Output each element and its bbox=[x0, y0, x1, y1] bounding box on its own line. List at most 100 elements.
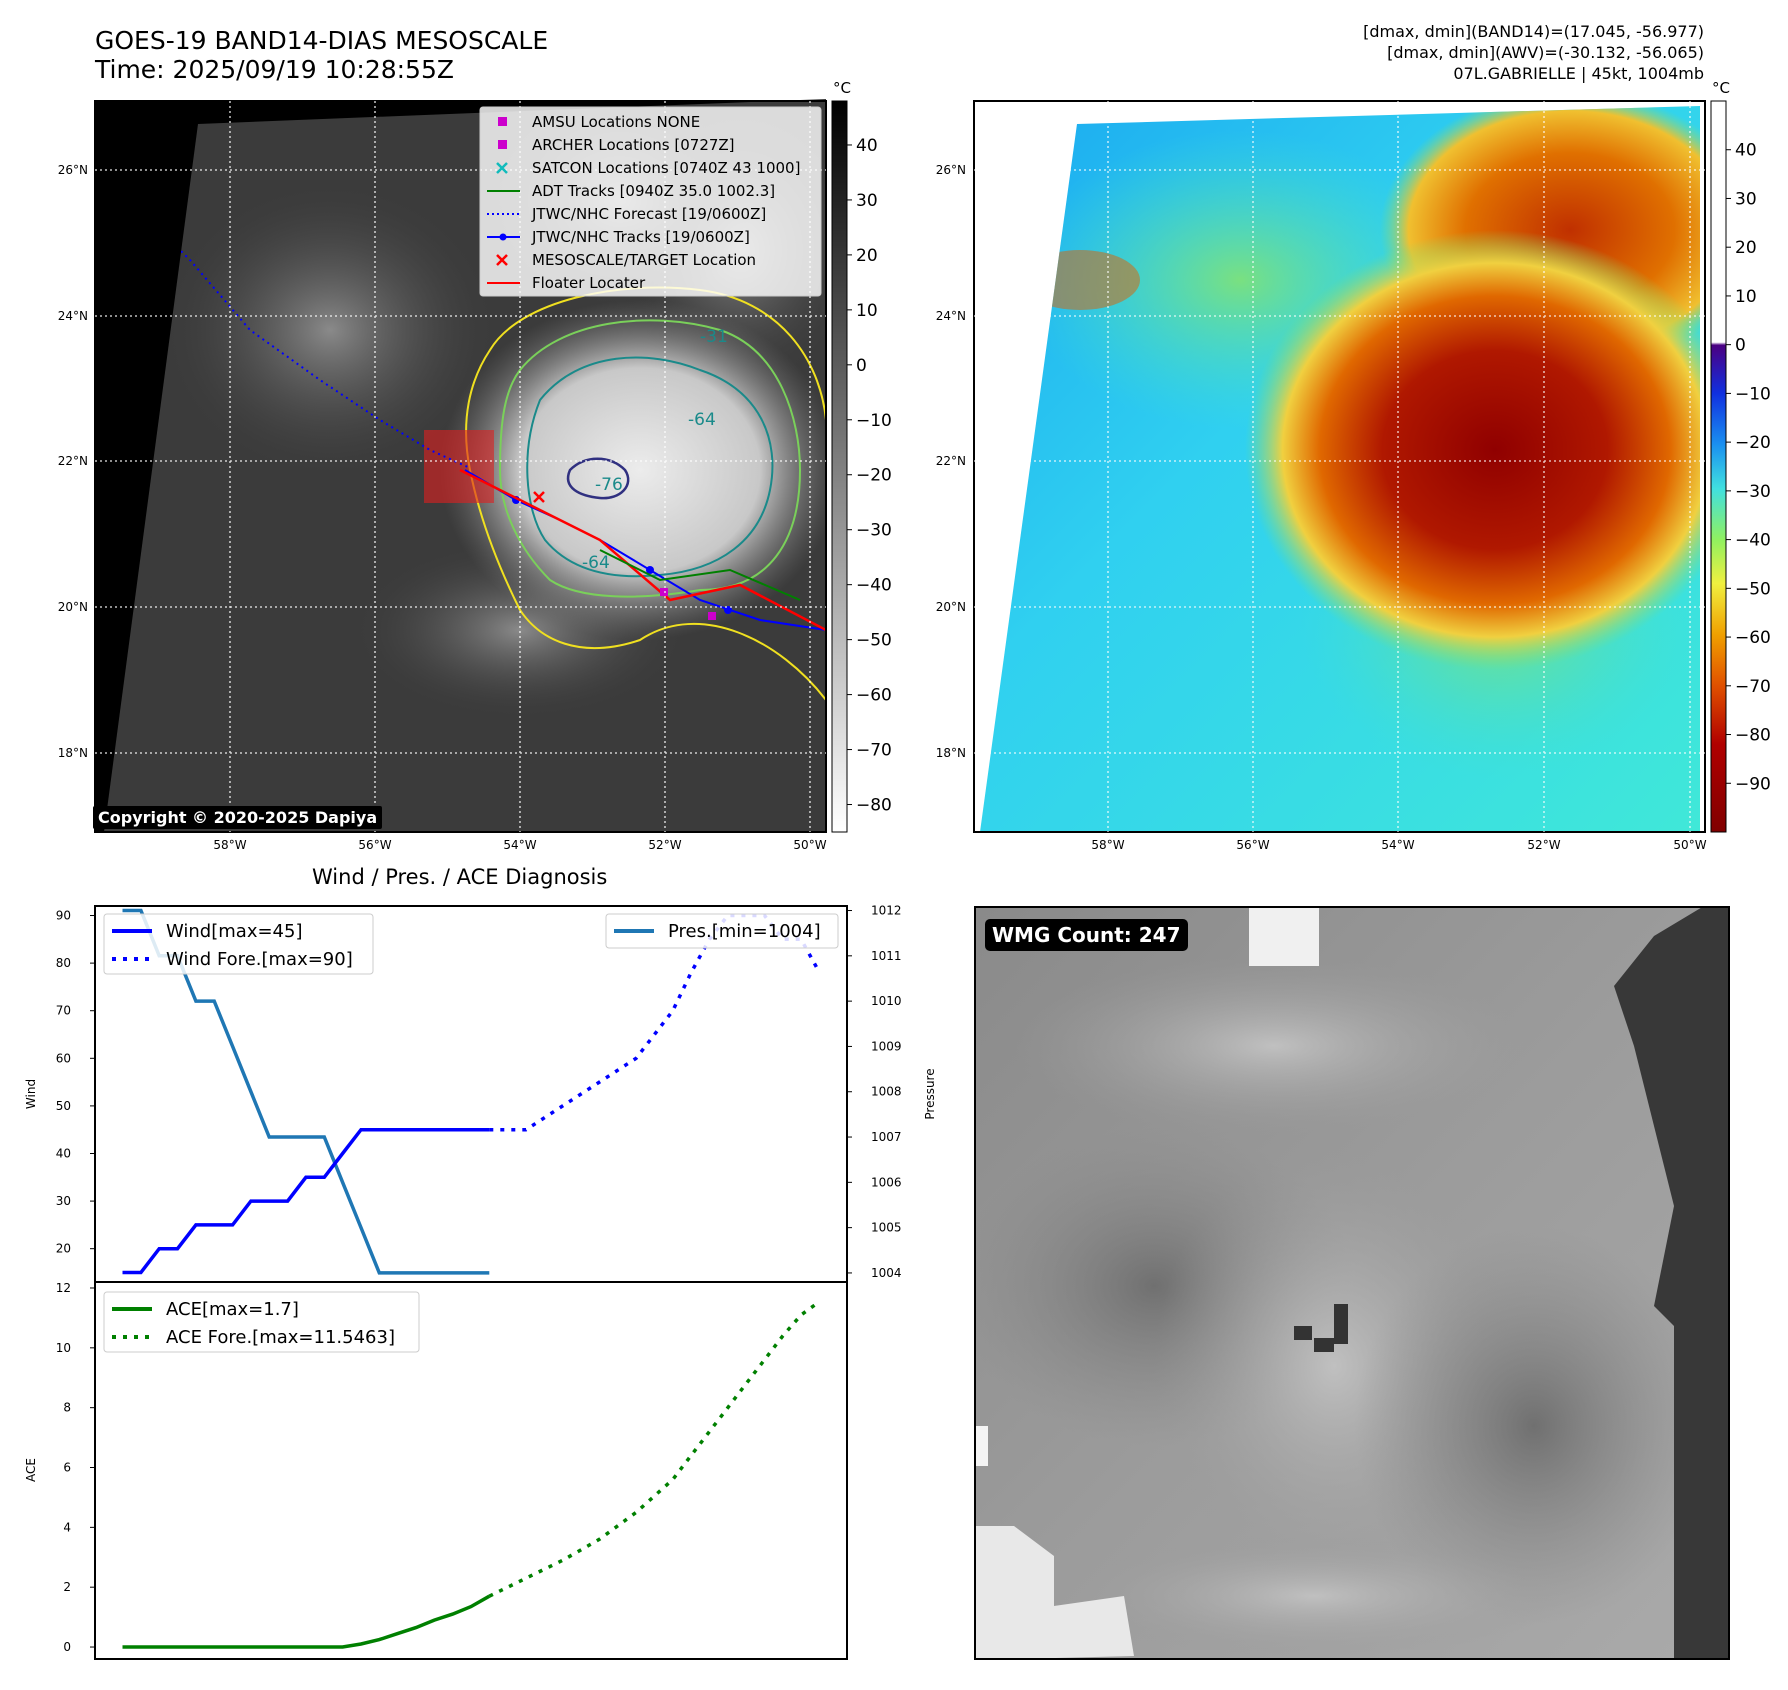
ace-tick-label: 12 bbox=[56, 1281, 71, 1295]
wind-tick-label: 80 bbox=[56, 956, 71, 970]
ir-colorbar-tick-label: 0 bbox=[856, 356, 867, 376]
legend-label: AMSU Locations NONE bbox=[532, 113, 700, 131]
pressure-tick-label: 1007 bbox=[871, 1130, 902, 1144]
awv-colorbar-tick-label: 30 bbox=[1735, 189, 1757, 209]
legend-marker bbox=[496, 162, 508, 174]
ir-colorbar-tick-label: 20 bbox=[856, 246, 878, 266]
ir-colorbar-tick-label: 10 bbox=[856, 301, 878, 321]
awv-lon-label: 58°W bbox=[1091, 838, 1124, 852]
pressure-tick-label: 1010 bbox=[871, 994, 902, 1008]
awv-lat-label: 22°N bbox=[936, 454, 966, 468]
ir-colorbar-tick-label: −30 bbox=[856, 521, 892, 541]
awv-lat-label: 26°N bbox=[936, 163, 966, 177]
contour-label: -76 bbox=[595, 475, 623, 495]
pressure-tick-label: 1006 bbox=[871, 1175, 902, 1189]
pressure-tick-label: 1011 bbox=[871, 949, 902, 963]
contour-inner bbox=[566, 457, 630, 500]
awv-colorbar-tick-label: −40 bbox=[1735, 531, 1771, 551]
awv-lon-label: 52°W bbox=[1527, 838, 1560, 852]
legend-ace: ACE[max=1.7] bbox=[166, 1299, 299, 1320]
contour-label: -64 bbox=[688, 410, 716, 430]
wind-tick-label: 30 bbox=[56, 1194, 71, 1208]
contour-label: -64 bbox=[582, 553, 610, 573]
legend-label: JTWC/NHC Forecast [19/0600Z] bbox=[531, 205, 766, 223]
ir-lat-label: 26°N bbox=[58, 163, 88, 177]
awv-colorbar-tick-label: −60 bbox=[1735, 628, 1771, 648]
ir-colorbar-tick-label: −40 bbox=[856, 576, 892, 596]
wind-tick-label: 60 bbox=[56, 1051, 71, 1065]
awv-colorbar-tick-label: −90 bbox=[1735, 774, 1771, 794]
awv-colorbar-tick-label: 40 bbox=[1735, 141, 1757, 161]
ir-colorbar-tick-label: −70 bbox=[856, 741, 892, 761]
figure-title: GOES-19 BAND14-DIAS MESOSCALE bbox=[95, 26, 549, 55]
ir-lat-label: 20°N bbox=[58, 600, 88, 614]
contour-teal bbox=[526, 356, 774, 578]
awv-colorbar-tick-label: 10 bbox=[1735, 287, 1757, 307]
ir-lat-label: 24°N bbox=[58, 309, 88, 323]
ir-lat-label: 18°N bbox=[58, 746, 88, 760]
copyright-badge: Copyright © 2020-2025 Dapiya bbox=[93, 806, 383, 829]
awv-lat-label: 18°N bbox=[936, 746, 966, 760]
pressure-tick-label: 1012 bbox=[871, 904, 902, 918]
ir-colorbar-tick-label: −60 bbox=[856, 686, 892, 706]
ir-colorbar-tick-label: 30 bbox=[856, 191, 878, 211]
legend-label: ARCHER Locations [0727Z] bbox=[532, 136, 735, 154]
awv-colorbar-tick-label: −50 bbox=[1735, 579, 1771, 599]
legend-marker bbox=[498, 140, 507, 149]
ace-series-line bbox=[122, 1594, 491, 1649]
legend-label: SATCON Locations [0740Z 43 1000] bbox=[532, 159, 800, 177]
ace-forecast-series-line bbox=[488, 1300, 821, 1598]
figure-time: Time: 2025/09/19 10:28:55Z bbox=[95, 55, 454, 84]
info-awv-range: [dmax, dmin](AWV)=(-30.132, -56.065) bbox=[1387, 43, 1704, 62]
pressure-tick-label: 1009 bbox=[871, 1039, 902, 1053]
ir-colorbar-tick-label: −80 bbox=[856, 796, 892, 816]
wind-axis-label: Wind bbox=[24, 1079, 38, 1109]
awv-map-panel: 58°W 56°W 54°W 52°W 50°W 26°N 24°N 22°N 20°N 18°… bbox=[936, 79, 1771, 852]
wind-series-line bbox=[122, 1127, 490, 1275]
legend-marker bbox=[496, 254, 508, 266]
awv-colorbar-tick-label: −10 bbox=[1735, 384, 1771, 404]
ir-colorbar-tick-label: 40 bbox=[856, 136, 878, 156]
pressure-tick-label: 1005 bbox=[871, 1221, 902, 1235]
ir-lon-label: 54°W bbox=[503, 838, 536, 852]
ir-lon-label: 50°W bbox=[793, 838, 826, 852]
wmg-count-badge: WMG Count: 247 bbox=[985, 919, 1188, 951]
diagnosis-title: Wind / Pres. / ACE Diagnosis bbox=[312, 865, 608, 889]
legend-marker bbox=[498, 117, 507, 126]
ir-lon-label: 52°W bbox=[648, 838, 681, 852]
wind-tick-label: 90 bbox=[56, 909, 71, 923]
wind-tick-label: 70 bbox=[56, 1004, 71, 1018]
awv-lon-label: 54°W bbox=[1381, 838, 1414, 852]
legend-wind-forecast: Wind Fore.[max=90] bbox=[166, 949, 353, 970]
ace-tick-label: 10 bbox=[56, 1341, 71, 1355]
ace-axis-label: ACE bbox=[24, 1458, 38, 1482]
ir-lat-label: 22°N bbox=[58, 454, 88, 468]
contour-green bbox=[498, 319, 802, 598]
legend-marker-dot bbox=[499, 233, 507, 241]
ace-tick-label: 2 bbox=[63, 1580, 71, 1594]
legend-pressure: Pres.[min=1004] bbox=[668, 921, 821, 942]
ir-lon-label: 58°W bbox=[213, 838, 246, 852]
awv-lat-label: 24°N bbox=[936, 309, 966, 323]
legend-label: Floater Locater bbox=[532, 274, 646, 292]
ace-tick-label: 8 bbox=[63, 1401, 71, 1415]
ir-colorbar-unit: °C bbox=[833, 79, 851, 97]
ace-tick-label: 6 bbox=[63, 1461, 71, 1475]
contour-label: -31 bbox=[700, 327, 728, 347]
awv-colorbar-tick-label: 0 bbox=[1735, 336, 1746, 356]
pressure-tick-label: 1008 bbox=[871, 1085, 902, 1099]
pressure-tick-label: 1004 bbox=[871, 1266, 902, 1280]
wind-tick-label: 50 bbox=[56, 1099, 71, 1113]
awv-colorbar-tick-label: 20 bbox=[1735, 238, 1757, 258]
awv-lon-label: 56°W bbox=[1236, 838, 1269, 852]
awv-colorbar-tick-label: −30 bbox=[1735, 482, 1771, 502]
ir-map-panel: -31 -64 -76 -64 58°W 56°W 54°W 52°W 50°W 26°N 24… bbox=[58, 79, 892, 852]
ir-colorbar-tick-label: −10 bbox=[856, 411, 892, 431]
ir-colorbar-tick-label: −50 bbox=[856, 631, 892, 651]
awv-colorbar-unit: °C bbox=[1712, 79, 1730, 97]
ace-tick-label: 0 bbox=[63, 1640, 71, 1654]
legend-wind: Wind[max=45] bbox=[166, 921, 303, 942]
wmg-panel bbox=[974, 906, 1730, 1660]
info-band14-range: [dmax, dmin](BAND14)=(17.045, -56.977) bbox=[1363, 22, 1704, 41]
